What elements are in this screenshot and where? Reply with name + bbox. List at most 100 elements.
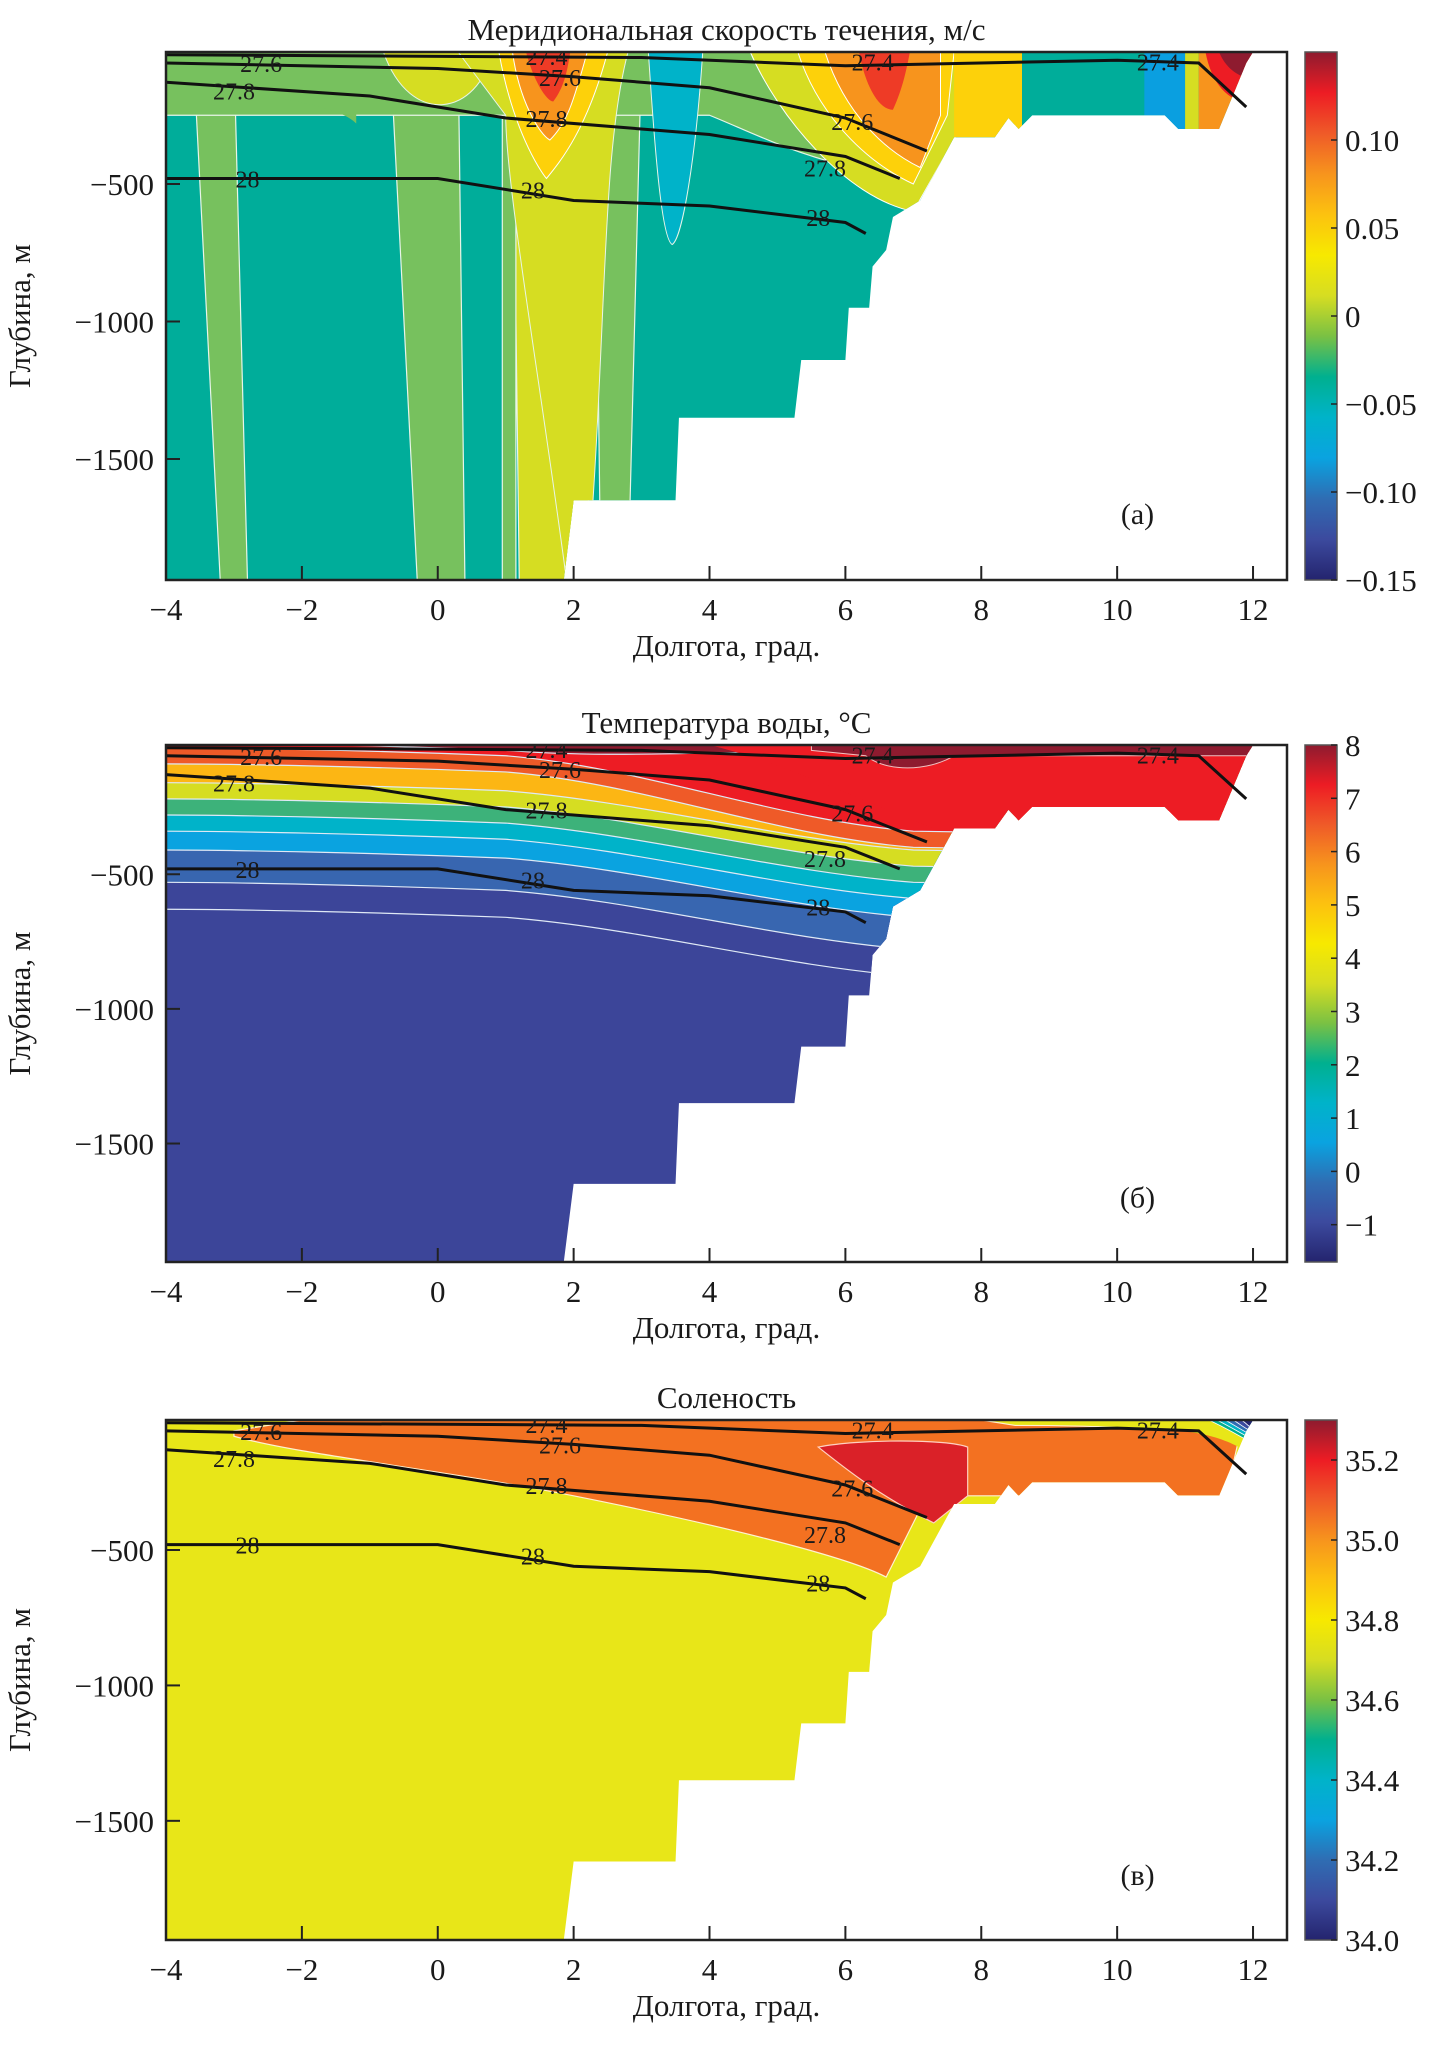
isopycnal-label-0-0: 27.4 (525, 738, 567, 764)
isopycnal-label-0-2: 27.4 (1137, 1418, 1179, 1444)
isopycnal-2 (166, 773, 901, 871)
colorbar-tick-label: 34.8 (1345, 1603, 1399, 1638)
x-tick-label: 10 (1102, 1274, 1133, 1309)
colorbar (1304, 744, 1338, 1263)
x-tick-label: 0 (430, 1274, 446, 1309)
isopycnal-0 (166, 746, 1248, 800)
chart-title: Меридиональная скорость течения, м/с (468, 12, 986, 47)
colorbar-tick-label: 35.2 (1345, 1443, 1399, 1478)
colorbar-tick-label: 0.10 (1345, 123, 1399, 158)
isopycnal-label-3-1: 28 (521, 869, 545, 895)
x-tick-label: 2 (566, 1952, 582, 1987)
isopycnal-2 (166, 1448, 901, 1546)
isopycnal-2 (166, 80, 901, 180)
colorbar-tick-label: 3 (1345, 994, 1361, 1029)
x-tick-label: 8 (974, 1274, 990, 1309)
x-tick-label: 4 (702, 592, 718, 627)
y-axis-label: Глубина, м (2, 244, 37, 388)
background-field (166, 52, 1254, 580)
isopycnal-1 (166, 61, 928, 153)
isopycnal-label-2-1: 27.8 (525, 1474, 567, 1500)
x-tick-label: 12 (1238, 592, 1269, 627)
isopycnal-label-1-1: 27.6 (539, 66, 581, 92)
isopycnal-label-2-0: 27.8 (213, 772, 255, 798)
density-contours: 27.4 27.4 27.427.627.627.627.827.827.828 28… (166, 51, 1248, 235)
x-tick-label: −4 (150, 1952, 183, 1987)
y-tick-label: −500 (90, 857, 154, 892)
plot-frame (164, 50, 1289, 582)
x-axis-label: Долгота, град. (633, 1310, 820, 1345)
cyan-jet (647, 52, 704, 246)
isopycnal-label-1-2: 27.6 (831, 1477, 873, 1503)
x-tick-label: 2 (566, 1274, 582, 1309)
colorbar-tick-label: 5 (1345, 888, 1361, 923)
x-tick-label: −2 (285, 1274, 318, 1309)
colorbar-tick-label: −0.15 (1345, 563, 1417, 598)
colorbar-tick-label: 2 (1345, 1048, 1361, 1083)
colorbar-tick-label: −0.05 (1345, 387, 1417, 422)
colorbar-tick-label: 34.2 (1345, 1843, 1399, 1878)
plot-frame (164, 1418, 1289, 1942)
ocean-field (166, 745, 1254, 1262)
y-tick-label: −1500 (75, 442, 154, 477)
isopycnal-label-3-0: 28 (236, 168, 260, 194)
isopycnal-label-1-0: 27.6 (240, 52, 282, 78)
plot-area: 27.4 27.4 27.427.627.627.627.827.827.828 28… (166, 51, 1254, 580)
y-tick-label: −500 (90, 1533, 154, 1568)
colorbar-tick-label: 35.0 (1345, 1523, 1399, 1558)
isopycnal-label-1-0: 27.6 (240, 1420, 282, 1446)
ocean-field (166, 52, 1254, 580)
colorbar-tick-label: 4 (1345, 941, 1361, 976)
panel-1: 27.4 27.4 27.427.627.627.627.827.827.828 28… (2, 12, 1417, 663)
x-tick-label: 8 (974, 592, 990, 627)
x-axis-label: Долгота, град. (633, 628, 820, 663)
x-tick-label: −2 (285, 592, 318, 627)
colorbar-tick-label: 34.6 (1345, 1683, 1399, 1718)
isopycnal-label-0-1: 27.4 (852, 743, 894, 769)
shelf-teal (1022, 52, 1145, 138)
plot-area: 27.4 27.4 27.427.627.627.627.827.827.828 28… (166, 1418, 1254, 1940)
isopycnal-label-2-0: 27.8 (213, 1447, 255, 1473)
isopycnal-label-3-2: 28 (806, 1572, 830, 1598)
y-tick-label: −1000 (75, 1668, 154, 1703)
x-tick-label: 4 (702, 1274, 718, 1309)
yellow-column (457, 52, 629, 580)
colorbar-tick-label: 34.0 (1345, 1923, 1399, 1958)
colorbar-tick-label: 1 (1345, 1101, 1361, 1136)
x-tick-label: 6 (838, 1274, 854, 1309)
isopycnal-label-1-1: 27.6 (539, 758, 581, 784)
salinity-maximum (816, 1440, 969, 1524)
isopycnal-label-2-0: 27.8 (213, 80, 255, 106)
y-tick-label: −1000 (75, 305, 154, 340)
isopycnal-1 (166, 754, 928, 844)
isopycnal-label-3-0: 28 (236, 1534, 260, 1560)
x-tick-label: 8 (974, 1952, 990, 1987)
plot-area: 27.4 27.4 27.427.627.627.627.827.827.828 28… (166, 738, 1254, 1262)
chart-title: Соленость (657, 1380, 796, 1415)
x-tick-label: 10 (1102, 592, 1133, 627)
colorbar-tick-label: 0 (1345, 1154, 1361, 1189)
isopycnal-label-3-1: 28 (521, 179, 545, 205)
red-core-1 (526, 52, 571, 102)
isopycnal-label-2-2: 27.8 (804, 157, 846, 183)
x-tick-label: 6 (838, 592, 854, 627)
velocity-band-1 (389, 52, 466, 580)
x-tick-label: 4 (702, 1952, 718, 1987)
density-contours: 27.4 27.4 27.427.627.627.627.827.827.828 28… (166, 1418, 1248, 1601)
isopycnal-label-3-0: 28 (236, 858, 260, 884)
isopycnal-label-2-1: 27.8 (525, 799, 567, 825)
y-tick-label: −1000 (75, 992, 154, 1027)
panel-2: 27.4 27.4 27.427.627.627.627.827.827.828 28… (2, 705, 1378, 1345)
isopycnal-label-0-2: 27.4 (1137, 51, 1179, 77)
isopycnal-0 (166, 1421, 1248, 1476)
x-tick-label: −2 (285, 1952, 318, 1987)
x-tick-label: 2 (566, 592, 582, 627)
isopycnal-1 (166, 1429, 928, 1519)
isopycnal-label-1-2: 27.6 (831, 801, 873, 827)
isopycnal-label-2-2: 27.8 (804, 847, 846, 873)
isopycnal-3 (166, 177, 867, 235)
isopycnal-0 (166, 53, 1248, 109)
x-tick-label: 6 (838, 1952, 854, 1987)
y-tick-label: −500 (90, 167, 154, 202)
